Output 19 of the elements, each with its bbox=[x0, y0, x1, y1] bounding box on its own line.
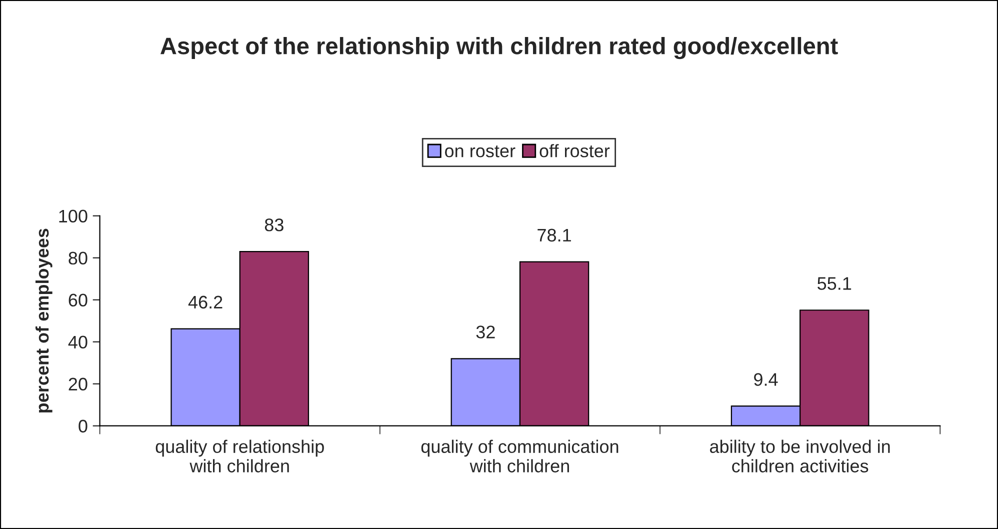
y-tick-label: 0 bbox=[78, 420, 88, 433]
data-label: 9.4 bbox=[754, 373, 778, 386]
data-label: 55.1 bbox=[818, 277, 852, 290]
x-tick-label: quality of relationship with children bbox=[156, 440, 324, 472]
legend-label: on roster bbox=[445, 145, 516, 158]
data-label: 46.2 bbox=[188, 296, 222, 309]
x-tick-label: ability to be involved in children activities bbox=[710, 440, 890, 472]
chart-title: Aspect of the relationship with children rated good/excellent bbox=[160, 37, 838, 60]
y-tick-label: 80 bbox=[68, 252, 88, 265]
y-tick-label: 40 bbox=[68, 336, 88, 349]
data-label: 83 bbox=[264, 218, 284, 232]
legend-label: off roster bbox=[540, 144, 610, 158]
y-axis-title: percent of employees bbox=[35, 228, 52, 412]
data-label: 78.1 bbox=[538, 228, 571, 242]
x-tick-label: quality of communication with children bbox=[421, 440, 618, 472]
y-tick-label: 60 bbox=[68, 294, 88, 307]
y-tick-label: 100 bbox=[59, 210, 88, 223]
data-label: 32 bbox=[476, 326, 495, 338]
y-tick-label: 20 bbox=[68, 378, 88, 391]
